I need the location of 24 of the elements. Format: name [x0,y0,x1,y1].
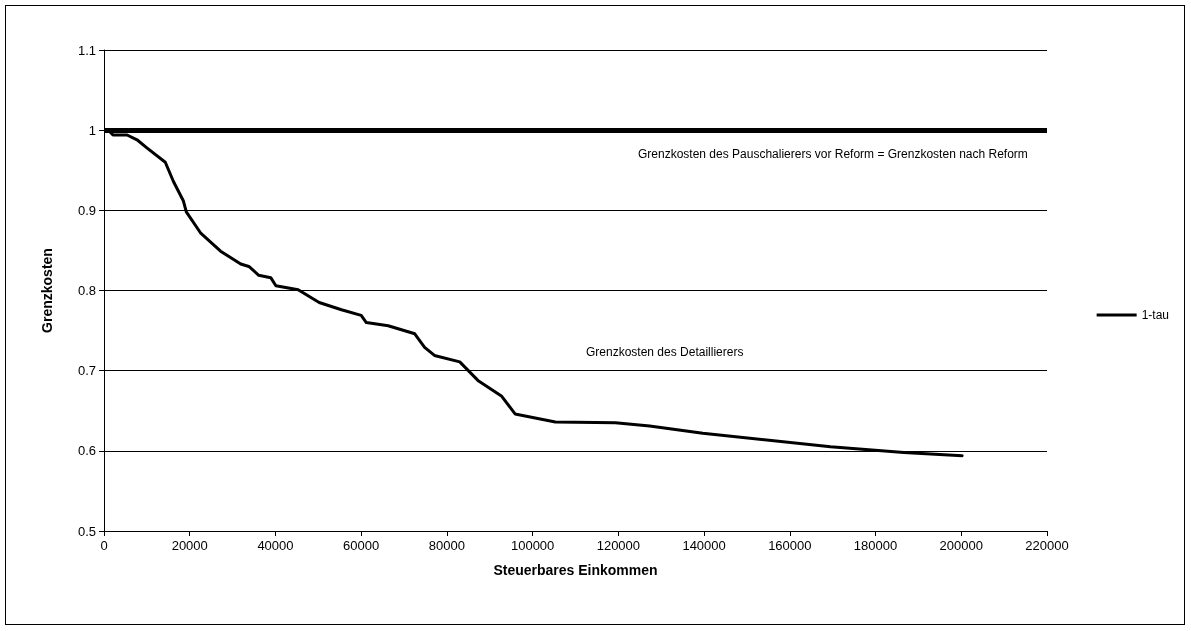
x-tick-label: 200000 [939,538,983,553]
x-tick-label: 40000 [257,538,294,553]
x-tick-label: 80000 [428,538,465,553]
x-tick-label: 0 [100,538,108,553]
y-tick-label: 1 [88,122,96,138]
annotation: Grenzkosten des Detaillierers [586,345,744,359]
x-tick-label: 60000 [343,538,380,553]
y-tick-label: 0.5 [77,523,96,539]
y-tick-label: 0.7 [77,363,96,379]
x-tick-label: 120000 [596,538,641,553]
annotation: Grenzkosten des Pauschalierers vor Reform = Grenzkosten nach Reform [638,147,1028,161]
x-tick-label: 20000 [171,538,208,553]
x-tick-label: 220000 [1025,538,1069,553]
x-tick-label: 100000 [510,538,555,553]
y-tick-label: 1.1 [77,42,96,58]
y-tick-label: 0.9 [77,202,96,218]
y-axis-title: Grenzkosten [39,248,55,333]
x-axis-title: Steuerbares Einkommen [493,562,658,578]
x-tick-label: 140000 [682,538,726,553]
x-tick-label: 180000 [853,538,898,553]
x-tick-label: 160000 [768,538,812,553]
y-tick-label: 0.8 [77,283,96,298]
legend-label: 1-tau [1141,308,1170,322]
y-tick-label: 0.6 [77,443,96,459]
